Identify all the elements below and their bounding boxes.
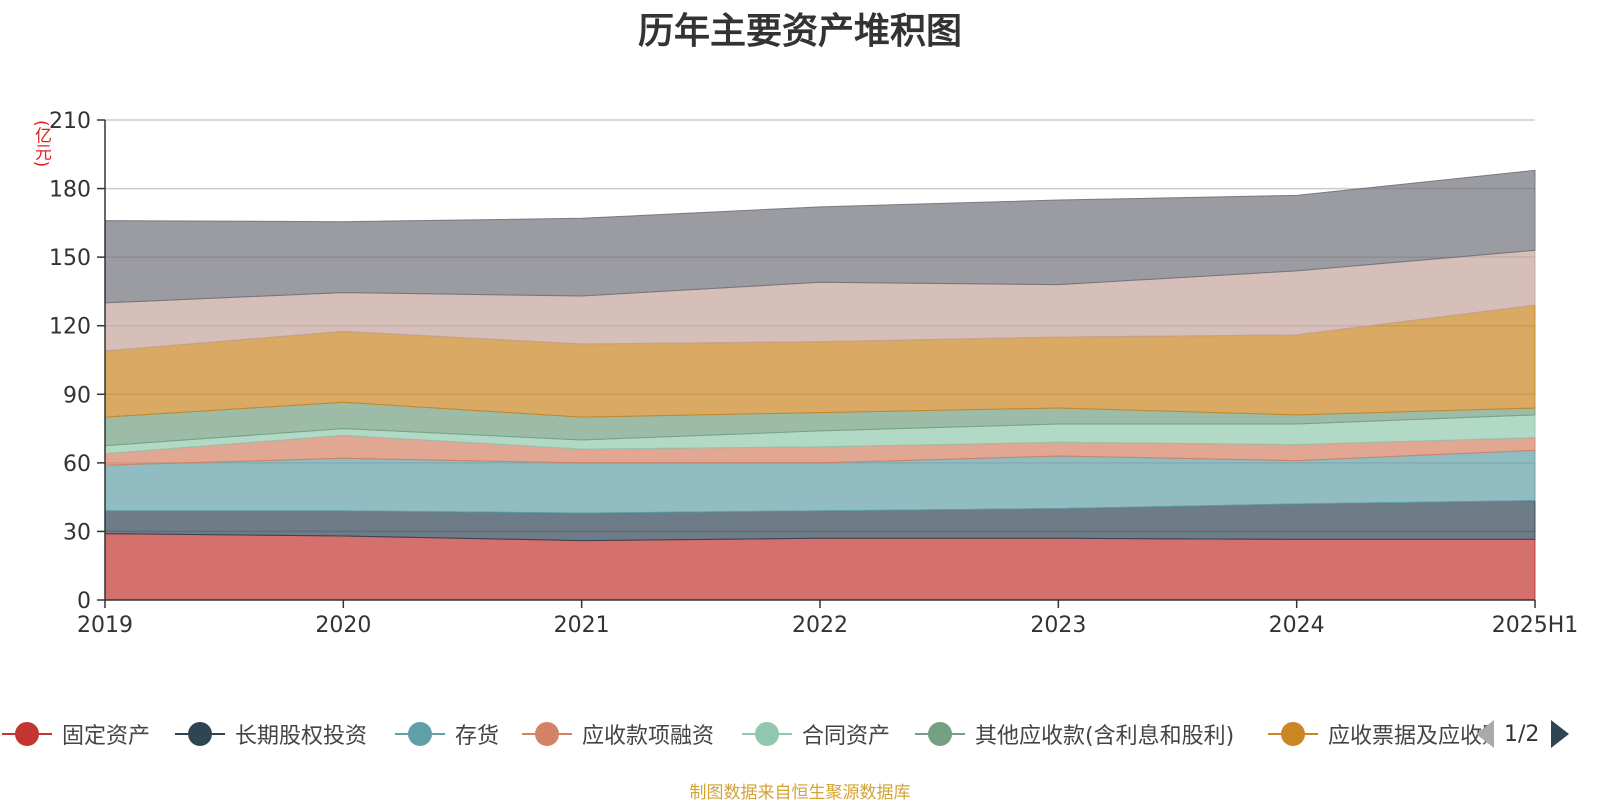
x-tick-label: 2025H1: [1492, 613, 1579, 638]
legend-label: 应收款项融资: [582, 724, 715, 749]
legend-marker-icon: [2, 719, 52, 749]
legend-label: 存货: [455, 724, 500, 749]
legend-marker-icon: [395, 719, 445, 749]
legend-marker-icon: [915, 719, 965, 749]
legend-label: 合同资产: [802, 724, 891, 749]
legend-item-receivables-financing[interactable]: 应收款项融资: [522, 712, 714, 756]
legend-marker-icon: [742, 719, 792, 749]
y-tick-label: 150: [49, 246, 91, 271]
legend-item-notes-accounts-receivable[interactable]: 应收票据及应收账款: [1268, 712, 1488, 756]
legend-label: 长期股权投资: [235, 724, 368, 749]
legend-prev-page-icon[interactable]: [1476, 720, 1494, 748]
legend-marker-icon: [522, 719, 572, 749]
y-tick-label: 0: [77, 589, 91, 614]
area-series-8: [104, 169, 1536, 304]
legend-pager: 1/2: [1476, 714, 1570, 754]
y-axis-unit-label: (亿元): [31, 120, 51, 168]
y-tick-label: 90: [63, 383, 91, 408]
legend-label: 其他应收款(含利息和股利): [975, 724, 1235, 749]
legend-item-other-receivables[interactable]: 其他应收款(含利息和股利): [915, 712, 1234, 756]
legend-marker-icon: [175, 719, 225, 749]
legend-item-long-term-equity[interactable]: 长期股权投资: [175, 712, 367, 756]
chart-title: 历年主要资产堆积图: [637, 11, 962, 52]
y-tick-label: 210: [49, 109, 91, 134]
x-tick-label: 2023: [1030, 613, 1086, 638]
x-tick-label: 2024: [1269, 613, 1325, 638]
chart-legend: 固定资产 长期股权投资 存货 应收款项融资 合同资产 其他应收款(含利息和股利)…: [0, 712, 1488, 756]
x-tick-label: 2021: [554, 613, 610, 638]
legend-next-page-icon[interactable]: [1551, 720, 1570, 748]
legend-item-inventory[interactable]: 存货: [395, 712, 499, 756]
y-tick-label: 120: [49, 315, 91, 340]
x-tick-label: 2019: [77, 613, 133, 638]
legend-item-contract-assets[interactable]: 合同资产: [742, 712, 890, 756]
area-series-0: [104, 533, 1536, 601]
y-tick-label: 60: [63, 452, 91, 477]
legend-label: 固定资产: [62, 724, 151, 749]
x-tick-label: 2020: [315, 613, 371, 638]
legend-item-fixed-assets[interactable]: 固定资产: [2, 712, 150, 756]
data-source-note: 制图数据来自恒生聚源数据库: [689, 783, 911, 803]
y-tick-label: 180: [49, 178, 91, 203]
legend-label: 应收票据及应收账款: [1328, 724, 1488, 749]
legend-page-indicator: 1/2: [1504, 721, 1540, 747]
legend-marker-icon: [1268, 719, 1318, 749]
x-tick-label: 2022: [792, 613, 848, 638]
y-tick-label: 30: [63, 520, 91, 545]
